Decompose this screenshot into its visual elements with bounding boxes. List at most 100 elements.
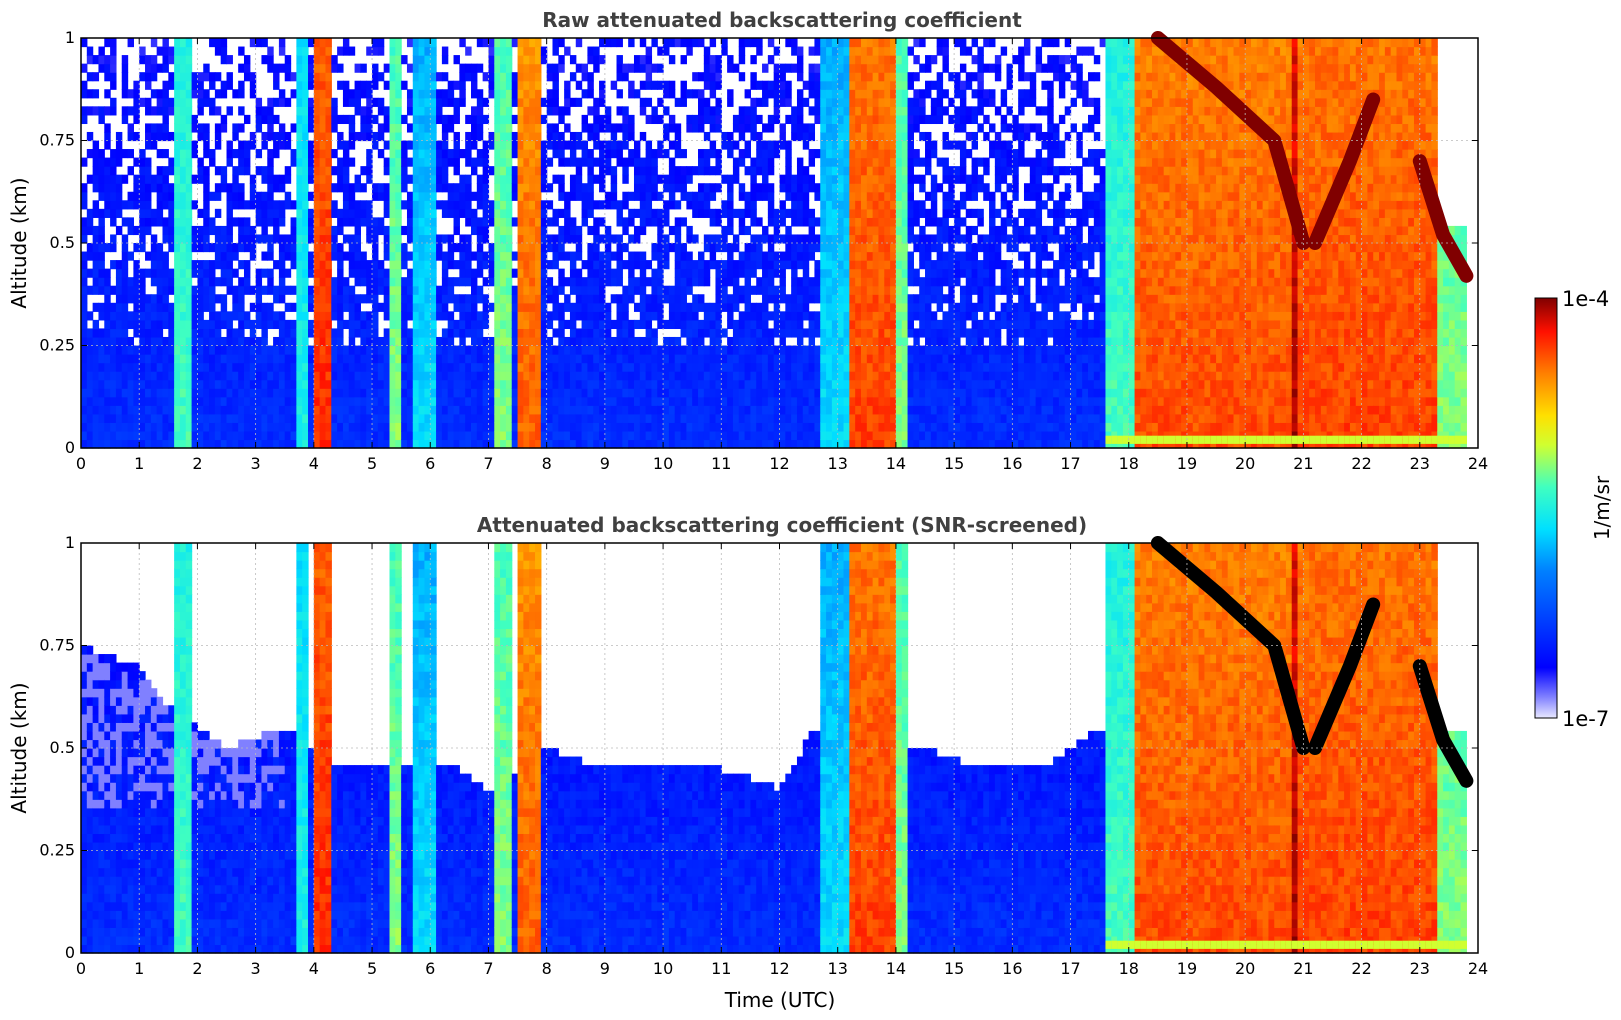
heatmap-cell	[389, 140, 396, 150]
heatmap-cell	[290, 285, 297, 295]
heatmap-cell	[721, 38, 728, 48]
heatmap-cell	[401, 430, 408, 441]
heatmap-cell	[552, 80, 559, 90]
heatmap-cell	[424, 336, 431, 347]
heatmap-cell	[796, 72, 804, 82]
heatmap-cell	[92, 166, 100, 176]
heatmap-cell	[81, 302, 88, 312]
heatmap-cell	[779, 430, 786, 441]
heatmap-cell	[162, 97, 169, 107]
heatmap-cell	[732, 354, 740, 364]
heatmap-cell	[296, 123, 303, 133]
heatmap-cell	[540, 345, 548, 355]
heatmap-cell	[709, 106, 717, 116]
heatmap-cell	[406, 328, 414, 338]
heatmap-cell	[558, 183, 565, 193]
heatmap-cell	[319, 140, 327, 150]
heatmap-cell	[686, 191, 693, 201]
heatmap-cell	[313, 225, 321, 236]
heatmap-cell	[139, 354, 146, 364]
heatmap-cell	[325, 362, 332, 372]
heatmap-cell	[826, 157, 833, 167]
heatmap-cell	[482, 114, 490, 125]
heatmap-cell	[406, 311, 414, 321]
heatmap-cell	[92, 430, 100, 441]
heatmap-cell	[639, 396, 647, 406]
heatmap-cell	[732, 439, 740, 449]
heatmap-cell	[756, 217, 763, 227]
heatmap-cell	[639, 106, 647, 116]
heatmap-cell	[587, 72, 594, 82]
heatmap-cell	[238, 63, 245, 73]
heatmap-cell	[680, 311, 687, 321]
heatmap-cell	[220, 396, 228, 406]
heatmap-cell	[529, 319, 536, 330]
heatmap-cell	[348, 388, 356, 398]
heatmap-cell	[529, 294, 536, 304]
heatmap-cell	[779, 294, 786, 304]
heatmap-cell	[517, 140, 524, 150]
heatmap-cell	[220, 277, 228, 287]
heatmap-cell	[197, 277, 204, 287]
heatmap-cell	[564, 225, 571, 236]
heatmap-cell	[802, 234, 810, 244]
heatmap-cell	[255, 354, 263, 364]
heatmap-cell	[692, 294, 699, 304]
heatmap-cell	[581, 311, 589, 321]
heatmap-cell	[674, 396, 682, 406]
heatmap-cell	[488, 63, 495, 73]
heatmap-cell	[831, 106, 839, 116]
heatmap-cell	[372, 422, 379, 432]
heatmap-cell	[296, 388, 303, 398]
heatmap-cell	[663, 106, 670, 116]
heatmap-cell	[552, 217, 559, 227]
heatmap-cell	[162, 268, 169, 278]
heatmap-cell	[261, 234, 268, 244]
heatmap-cell	[820, 371, 827, 381]
heatmap-cell	[663, 80, 670, 90]
heatmap-cell	[523, 388, 530, 398]
heatmap-cell	[150, 439, 158, 449]
heatmap-cell	[179, 183, 187, 193]
heatmap-cell	[110, 217, 117, 227]
heatmap-cell	[657, 243, 664, 253]
heatmap-cell	[808, 217, 816, 227]
heatmap-cell	[628, 131, 635, 142]
heatmap-cell	[802, 268, 810, 278]
heatmap-cell	[302, 311, 309, 321]
heatmap-cell	[663, 200, 670, 210]
heatmap-cell	[535, 234, 542, 244]
heatmap-cell	[424, 208, 431, 218]
heatmap-cell	[261, 140, 268, 150]
heatmap-cell	[412, 302, 420, 312]
heatmap-cell	[517, 123, 524, 133]
heatmap-cell	[220, 123, 228, 133]
heatmap-cell	[401, 371, 408, 381]
heatmap-cell	[505, 371, 513, 381]
heatmap-cell	[564, 140, 571, 150]
heatmap-cell	[459, 388, 466, 398]
heatmap-cell	[756, 345, 763, 355]
heatmap-cell	[599, 234, 606, 244]
heatmap-cell	[150, 63, 158, 73]
heatmap-cell	[115, 413, 123, 423]
heatmap-cell	[814, 234, 821, 244]
heatmap-cell	[831, 55, 839, 65]
heatmap-cell	[383, 200, 391, 210]
heatmap-cell	[121, 63, 129, 73]
heatmap-cell	[500, 89, 507, 99]
heatmap-cell	[92, 328, 100, 338]
heatmap-cell	[313, 140, 321, 150]
heatmap-cell	[267, 371, 274, 381]
heatmap-cell	[104, 388, 111, 398]
heatmap-cell	[302, 439, 309, 449]
heatmap-cell	[197, 405, 204, 415]
heatmap-cell	[191, 294, 199, 304]
heatmap-cell	[372, 80, 379, 90]
heatmap-cell	[668, 405, 676, 415]
heatmap-cell	[756, 379, 763, 389]
heatmap-cell	[348, 430, 356, 441]
heatmap-cell	[278, 345, 286, 355]
heatmap-cell	[738, 413, 746, 423]
heatmap-cell	[209, 422, 216, 432]
